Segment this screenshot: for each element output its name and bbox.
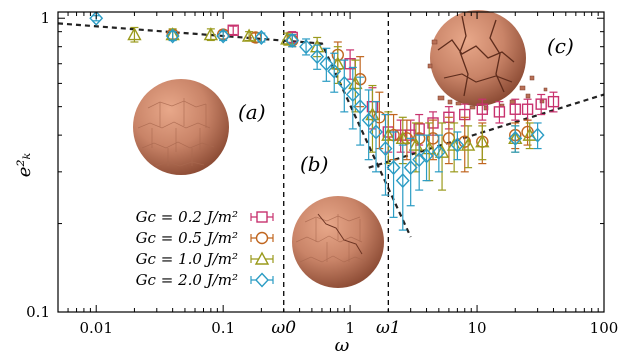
data-point (203, 27, 219, 41)
data-point (127, 27, 142, 41)
data-point (227, 24, 239, 36)
data-point (509, 103, 521, 115)
reference-line-label-2: ω1 (376, 318, 401, 338)
data-point (419, 148, 434, 164)
data-point (310, 49, 325, 65)
data-point (521, 103, 534, 115)
x-tick-label: 10 (468, 319, 487, 337)
data-point (285, 32, 300, 49)
guide-line-1 (58, 22, 412, 238)
plot-frame (57, 11, 605, 313)
data-point (369, 124, 383, 140)
annotation-labels: (a) (b) (c) (238, 34, 574, 176)
x-tick-label: 0.1 (211, 319, 235, 337)
legend-marker-2 (250, 231, 274, 245)
label-b: (b) (300, 152, 328, 176)
data-point (493, 106, 506, 118)
data-point (327, 63, 342, 79)
legend-marker-1 (250, 211, 274, 223)
data-point (535, 98, 547, 110)
x-axis-label: ω (335, 335, 350, 352)
data-point (378, 141, 393, 157)
y-axis-label: e²ₖ (14, 152, 35, 177)
legend-symbol (255, 272, 269, 288)
cracked-sphere-illustration (292, 196, 384, 288)
data-point (508, 130, 523, 146)
legend-symbol (254, 251, 270, 265)
series-4 (89, 12, 545, 231)
legend-label-4: Gc = 2.0 J/m² (136, 271, 238, 289)
data-point (373, 111, 386, 124)
data-point (476, 103, 489, 115)
data-point (521, 125, 534, 139)
data-point (241, 28, 257, 42)
x-tick-label: 0.01 (80, 319, 113, 337)
data-point (353, 99, 368, 115)
intact-sphere-illustration (133, 79, 229, 175)
data-point (431, 144, 446, 160)
reference-line-label-1: ω0 (271, 318, 296, 338)
data-point (386, 160, 401, 176)
data-point (475, 134, 490, 148)
label-a: (a) (238, 100, 266, 124)
reference-lines: ω0 ω1 (271, 12, 401, 338)
data-point (299, 39, 314, 55)
data-point (254, 29, 269, 45)
data-series (89, 12, 560, 231)
data-point (361, 112, 376, 128)
data-point (547, 95, 560, 108)
data-point (530, 127, 545, 143)
series-1 (227, 24, 560, 153)
data-point (89, 12, 104, 26)
data-point (337, 75, 352, 91)
legend-marker-4 (250, 272, 274, 288)
data-point (403, 160, 418, 176)
data-point (319, 56, 334, 72)
guide-line-2 (368, 93, 604, 169)
fragmented-sphere-illustration (427, 10, 548, 111)
sphere-illustrations (133, 10, 548, 288)
legend-symbol (255, 231, 269, 245)
y-tick-label: 1 (40, 9, 50, 27)
x-tick-label: 1 (345, 319, 355, 337)
x-tick-label: 100 (590, 319, 619, 337)
guide-lines (58, 22, 604, 238)
y-tick-label: 0.1 (26, 303, 50, 321)
legend-label-2: Gc = 0.5 J/m² (136, 229, 238, 247)
data-point (165, 28, 180, 44)
data-point (395, 130, 410, 145)
legend-label-1: Gc = 0.2 J/m² (136, 208, 238, 226)
data-point (345, 86, 360, 103)
label-c: (c) (547, 34, 574, 58)
legend-marker-3 (250, 251, 274, 265)
legend: Gc = 0.2 J/m² Gc = 0.5 J/m² Gc = 1.0 J/m² G… (136, 208, 274, 289)
legend-symbol (256, 211, 268, 223)
data-point (280, 31, 295, 45)
legend-label-3: Gc = 1.0 J/m² (136, 250, 238, 268)
data-point (460, 137, 476, 151)
axis-ticks: 0.01 0.1 1 10 100 0.1 1 (26, 9, 618, 337)
data-point (450, 137, 465, 153)
data-point (395, 173, 410, 189)
data-point (216, 28, 231, 44)
data-point (412, 152, 427, 168)
